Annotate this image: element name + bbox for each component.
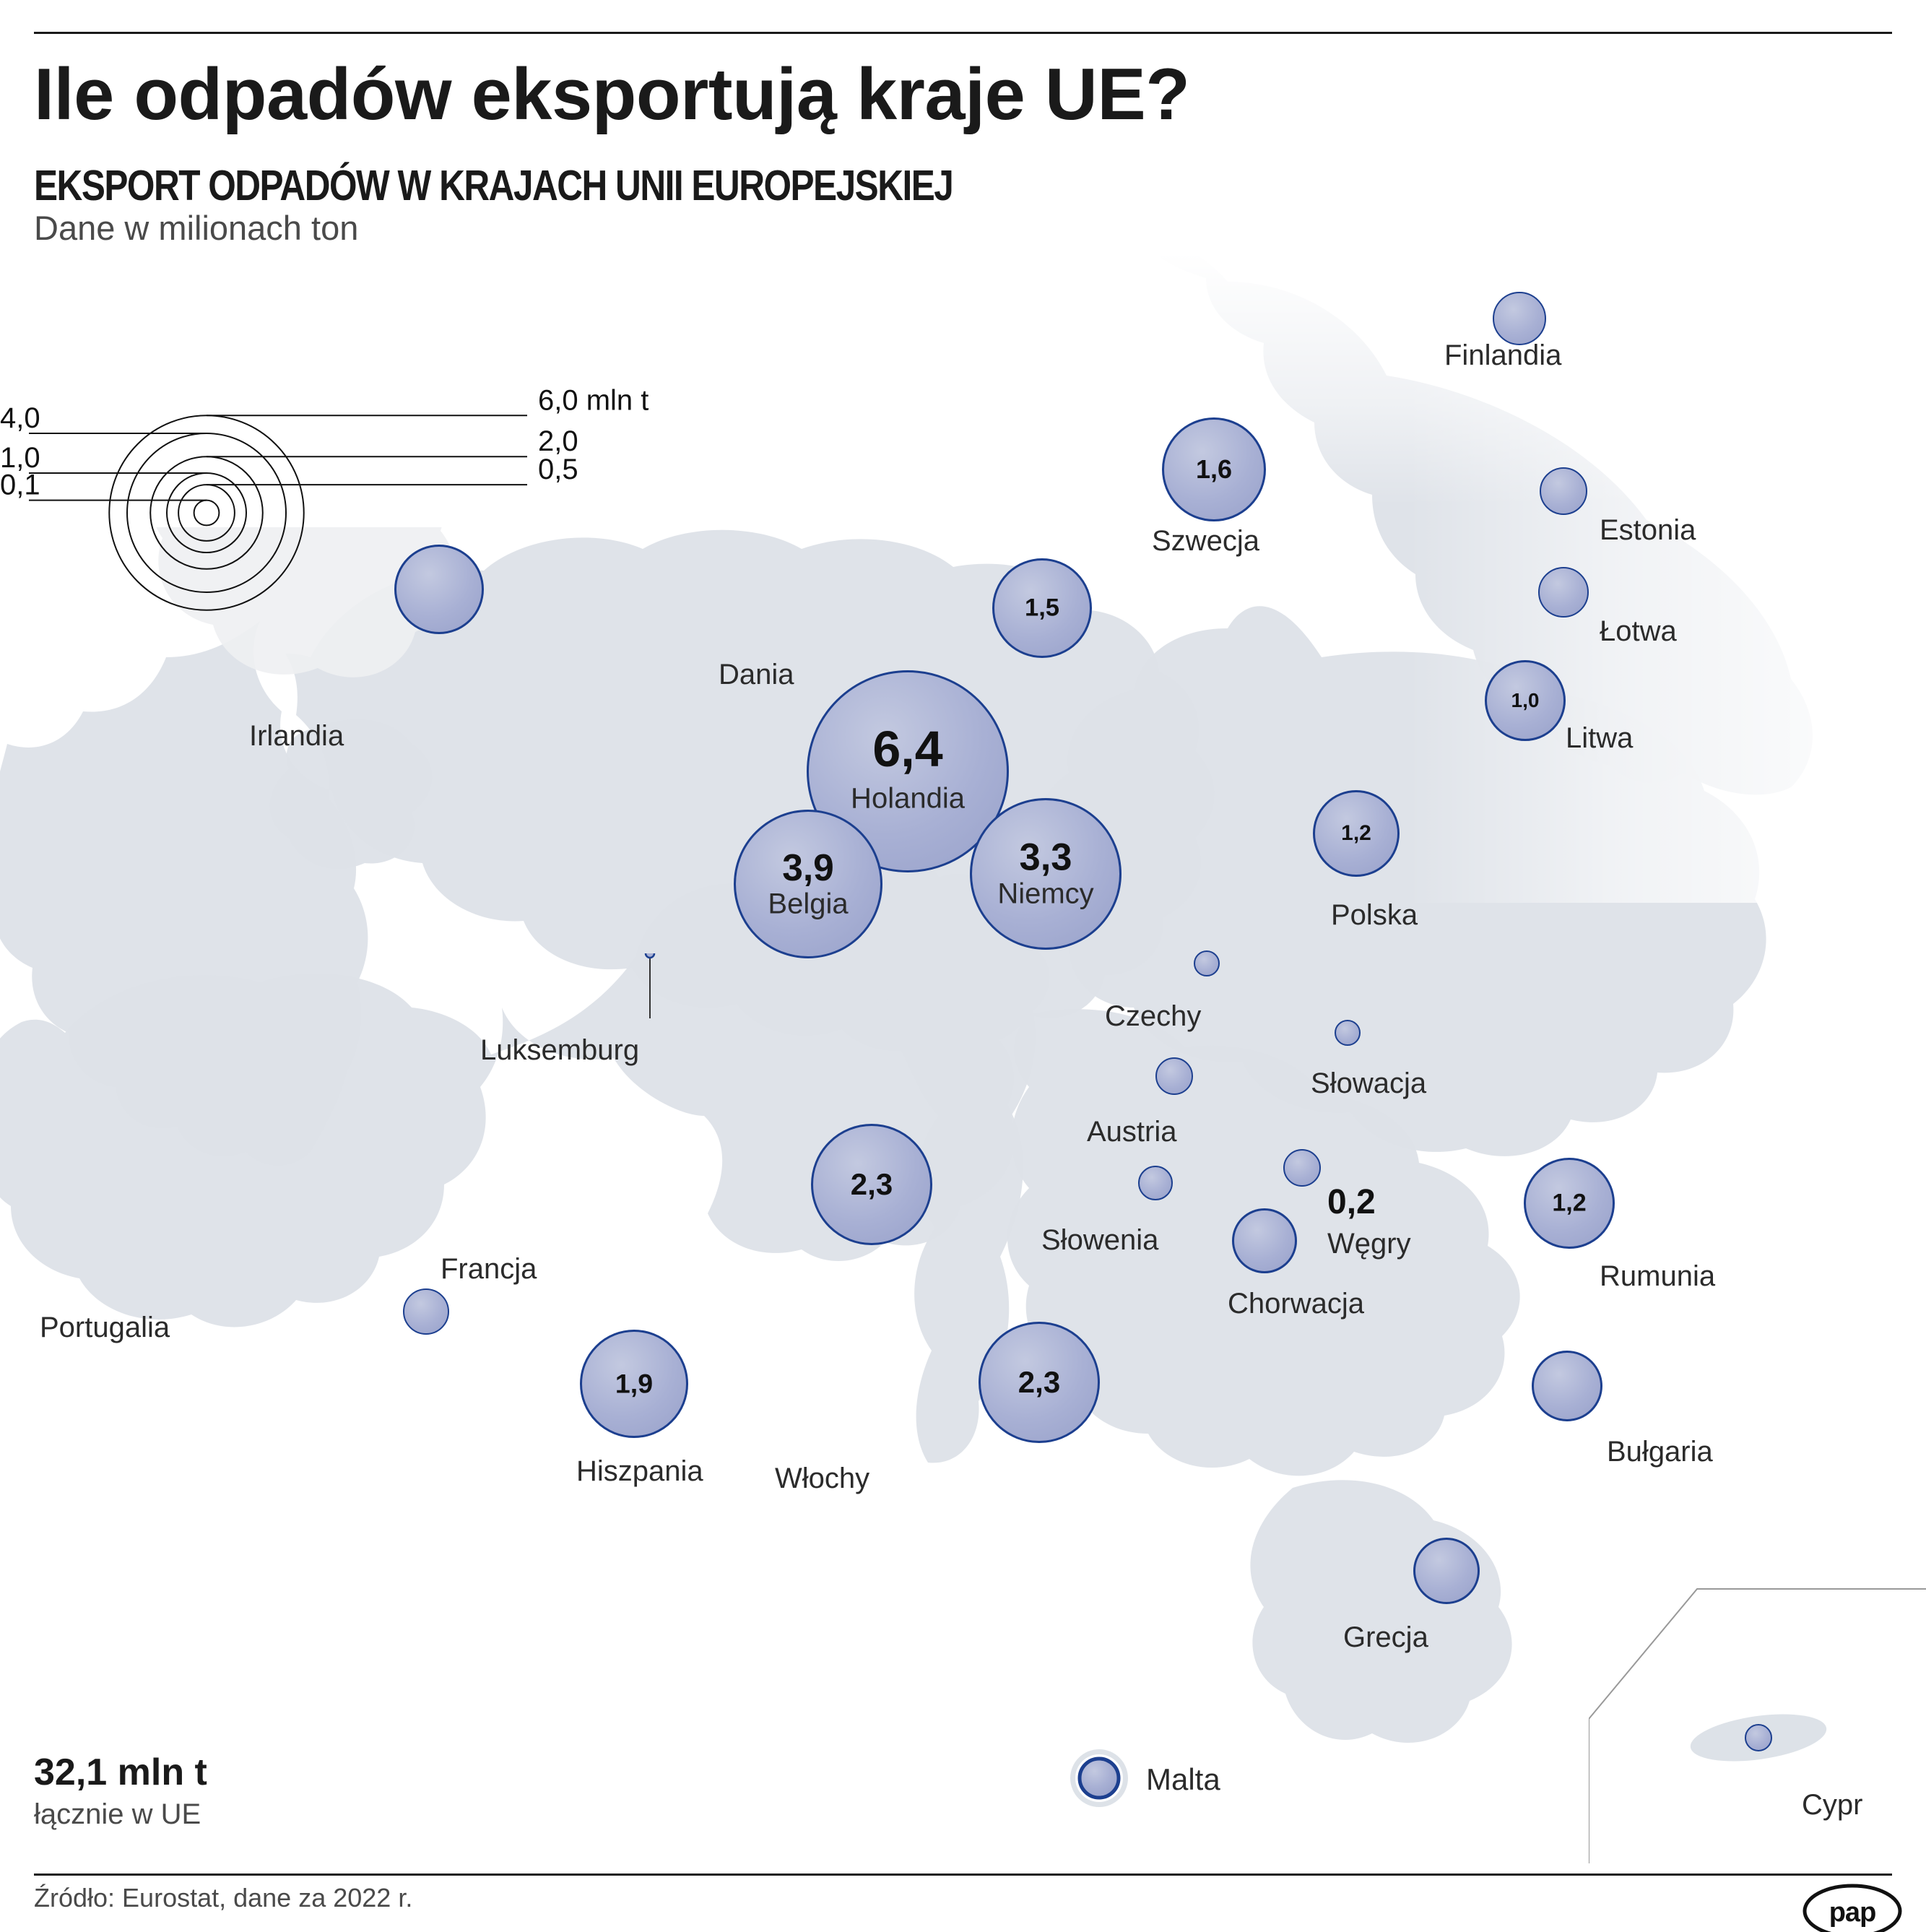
svg-text:2,0: 2,0 <box>538 425 578 457</box>
svg-text:pap: pap <box>1829 1897 1876 1928</box>
svg-text:0,1: 0,1 <box>0 469 40 501</box>
svg-text:6,0 mln t: 6,0 mln t <box>538 384 648 416</box>
svg-text:Malta: Malta <box>1146 1762 1220 1796</box>
svg-text:4,0: 4,0 <box>0 402 40 434</box>
svg-text:0,5: 0,5 <box>538 454 578 485</box>
